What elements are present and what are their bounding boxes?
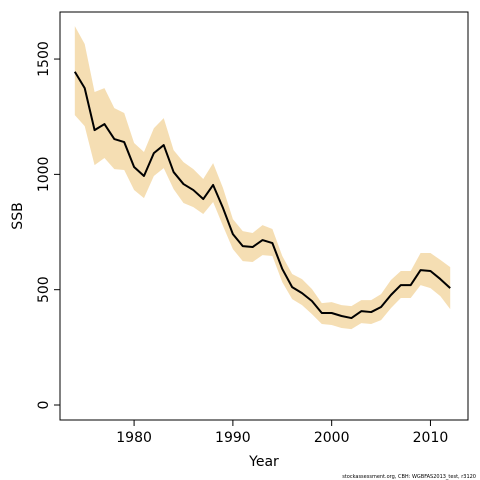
x-axis-label: Year bbox=[248, 454, 279, 470]
line bbox=[73, 71, 451, 320]
y-tick-label: 0 bbox=[36, 401, 52, 410]
x-tick-label: 1980 bbox=[116, 430, 152, 446]
x-tick-label: 1990 bbox=[215, 430, 251, 446]
plot-frame bbox=[59, 11, 469, 421]
y-tick-label: 1500 bbox=[36, 41, 52, 77]
y-tick-label: 1000 bbox=[36, 157, 52, 193]
y-tick-label: 500 bbox=[36, 276, 52, 303]
y-axis-label: SSB bbox=[10, 202, 26, 229]
footer: stockassessment.org, CBH: WGBFAS2013_tes… bbox=[342, 474, 476, 480]
confidence-band bbox=[74, 26, 451, 330]
x-tick-label: 2010 bbox=[413, 430, 449, 446]
x-tick-label: 2000 bbox=[314, 430, 350, 446]
